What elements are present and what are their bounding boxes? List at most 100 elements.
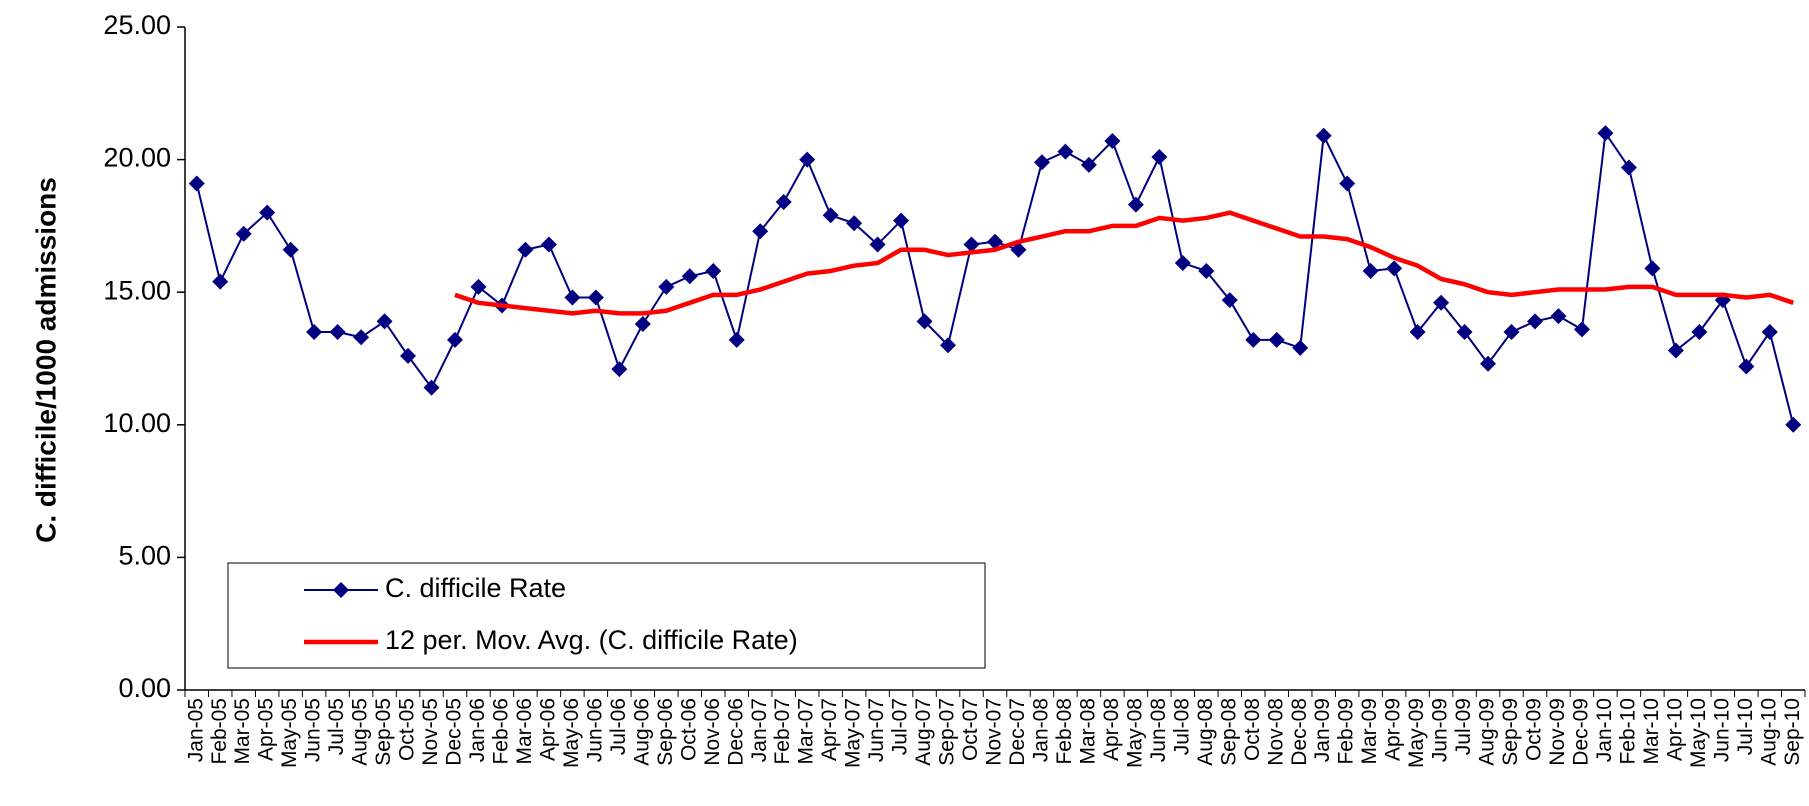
x-tick-label: Apr-09 xyxy=(1382,698,1405,761)
data-point xyxy=(376,313,393,330)
data-point xyxy=(306,323,323,340)
data-point xyxy=(1268,331,1285,348)
legend-box xyxy=(227,562,986,669)
data-point xyxy=(587,289,604,306)
x-tick-label: Jul-05 xyxy=(325,698,348,755)
data-point xyxy=(1315,127,1332,144)
x-tick-label: May-06 xyxy=(560,698,583,768)
x-tick-label: Nov-07 xyxy=(983,698,1006,766)
data-point xyxy=(1057,143,1074,160)
data-point xyxy=(1597,125,1614,142)
x-tick-label: Feb-06 xyxy=(490,698,513,765)
data-point xyxy=(1433,294,1450,311)
data-point xyxy=(1174,255,1191,272)
data-point xyxy=(611,361,628,378)
x-tick-label: Feb-07 xyxy=(771,698,794,765)
x-tick-label: Sep-09 xyxy=(1499,698,1522,766)
data-point xyxy=(681,268,698,285)
x-tick-label: Sep-10 xyxy=(1781,698,1804,766)
x-tick-label: Jan-05 xyxy=(184,698,207,762)
x-tick-label: Jun-08 xyxy=(1147,698,1170,762)
x-tick-label: Feb-09 xyxy=(1335,698,1358,765)
x-tick-label: Aug-06 xyxy=(630,698,653,766)
data-point xyxy=(728,331,745,348)
data-point xyxy=(517,241,534,258)
x-tick-label: Jan-09 xyxy=(1311,698,1334,762)
data-point xyxy=(423,379,440,396)
x-tick-label: Aug-05 xyxy=(349,698,372,766)
y-tick-label: 20.00 xyxy=(103,143,171,173)
data-point xyxy=(775,194,792,211)
data-point xyxy=(212,273,229,290)
data-point xyxy=(1480,355,1497,372)
y-tick-label: 5.00 xyxy=(118,541,171,571)
x-tick-label: Mar-07 xyxy=(795,698,818,765)
data-point xyxy=(329,323,346,340)
data-point xyxy=(987,233,1003,250)
series-line xyxy=(454,210,1794,316)
data-point xyxy=(893,212,910,229)
data-point xyxy=(1456,323,1473,340)
x-tick-label: Oct-06 xyxy=(677,698,700,761)
y-axis-label: C. difficile/1000 admissions xyxy=(30,177,61,543)
x-tick-label: Jun-07 xyxy=(865,698,888,762)
data-point xyxy=(1503,323,1520,340)
x-tick-label: Jul-06 xyxy=(607,698,630,755)
data-point xyxy=(470,278,487,295)
data-point xyxy=(752,223,769,240)
x-tick-label: Oct-09 xyxy=(1523,698,1546,761)
x-tick-label: Oct-05 xyxy=(396,698,419,761)
series-line xyxy=(195,132,1795,426)
x-tick-label: May-10 xyxy=(1687,698,1710,768)
x-tick-label: Mar-09 xyxy=(1358,698,1381,765)
x-tick-label: Dec-05 xyxy=(443,698,466,766)
x-tick-label: May-09 xyxy=(1405,698,1428,768)
data-point xyxy=(1292,339,1309,356)
data-point xyxy=(658,278,675,295)
x-tick-label: Jan-07 xyxy=(748,698,771,762)
data-point xyxy=(400,347,417,364)
data-point xyxy=(1386,260,1403,277)
x-tick-label: Mar-10 xyxy=(1640,698,1663,765)
data-point xyxy=(822,207,839,224)
x-tick-label: Aug-09 xyxy=(1476,698,1499,766)
x-tick-label: Feb-10 xyxy=(1616,698,1639,765)
x-tick-label: Nov-06 xyxy=(701,698,724,766)
x-tick-label: Jul-07 xyxy=(889,698,912,755)
data-point xyxy=(1362,262,1379,279)
x-tick-label: May-05 xyxy=(278,698,301,768)
x-tick-label: Oct-08 xyxy=(1241,698,1264,761)
x-tick-label: Apr-06 xyxy=(536,698,559,761)
x-tick-label: Aug-07 xyxy=(912,698,935,766)
data-point xyxy=(188,175,205,192)
x-tick-label: Apr-10 xyxy=(1663,698,1686,761)
x-tick-label: Sep-05 xyxy=(372,698,395,766)
data-point xyxy=(799,151,816,168)
x-tick-label: Mar-08 xyxy=(1076,698,1099,765)
data-point xyxy=(564,289,581,306)
x-tick-label: Aug-08 xyxy=(1194,698,1217,766)
data-point xyxy=(963,236,980,253)
data-point xyxy=(940,337,957,354)
data-point xyxy=(1667,342,1684,359)
data-point xyxy=(1620,159,1637,176)
x-tick-label: Apr-07 xyxy=(818,698,841,761)
x-tick-label: May-07 xyxy=(842,698,865,768)
data-point xyxy=(1738,358,1755,375)
x-tick-label: Jun-10 xyxy=(1710,698,1733,762)
x-tick-label: Dec-09 xyxy=(1570,698,1593,766)
x-tick-label: Dec-06 xyxy=(724,698,747,766)
x-tick-label: Jan-06 xyxy=(466,698,489,762)
data-point xyxy=(1644,260,1661,277)
x-tick-label: Mar-05 xyxy=(231,698,254,765)
data-point xyxy=(259,204,276,221)
x-tick-label: Nov-05 xyxy=(419,698,442,766)
data-point xyxy=(1761,323,1778,340)
data-point xyxy=(846,215,863,232)
x-tick-label: Feb-08 xyxy=(1053,698,1076,765)
data-point xyxy=(1033,154,1050,171)
data-point xyxy=(353,329,370,346)
data-point xyxy=(1339,175,1356,192)
x-tick-label: Jul-10 xyxy=(1734,698,1757,755)
x-tick-label: Dec-07 xyxy=(1006,698,1029,766)
